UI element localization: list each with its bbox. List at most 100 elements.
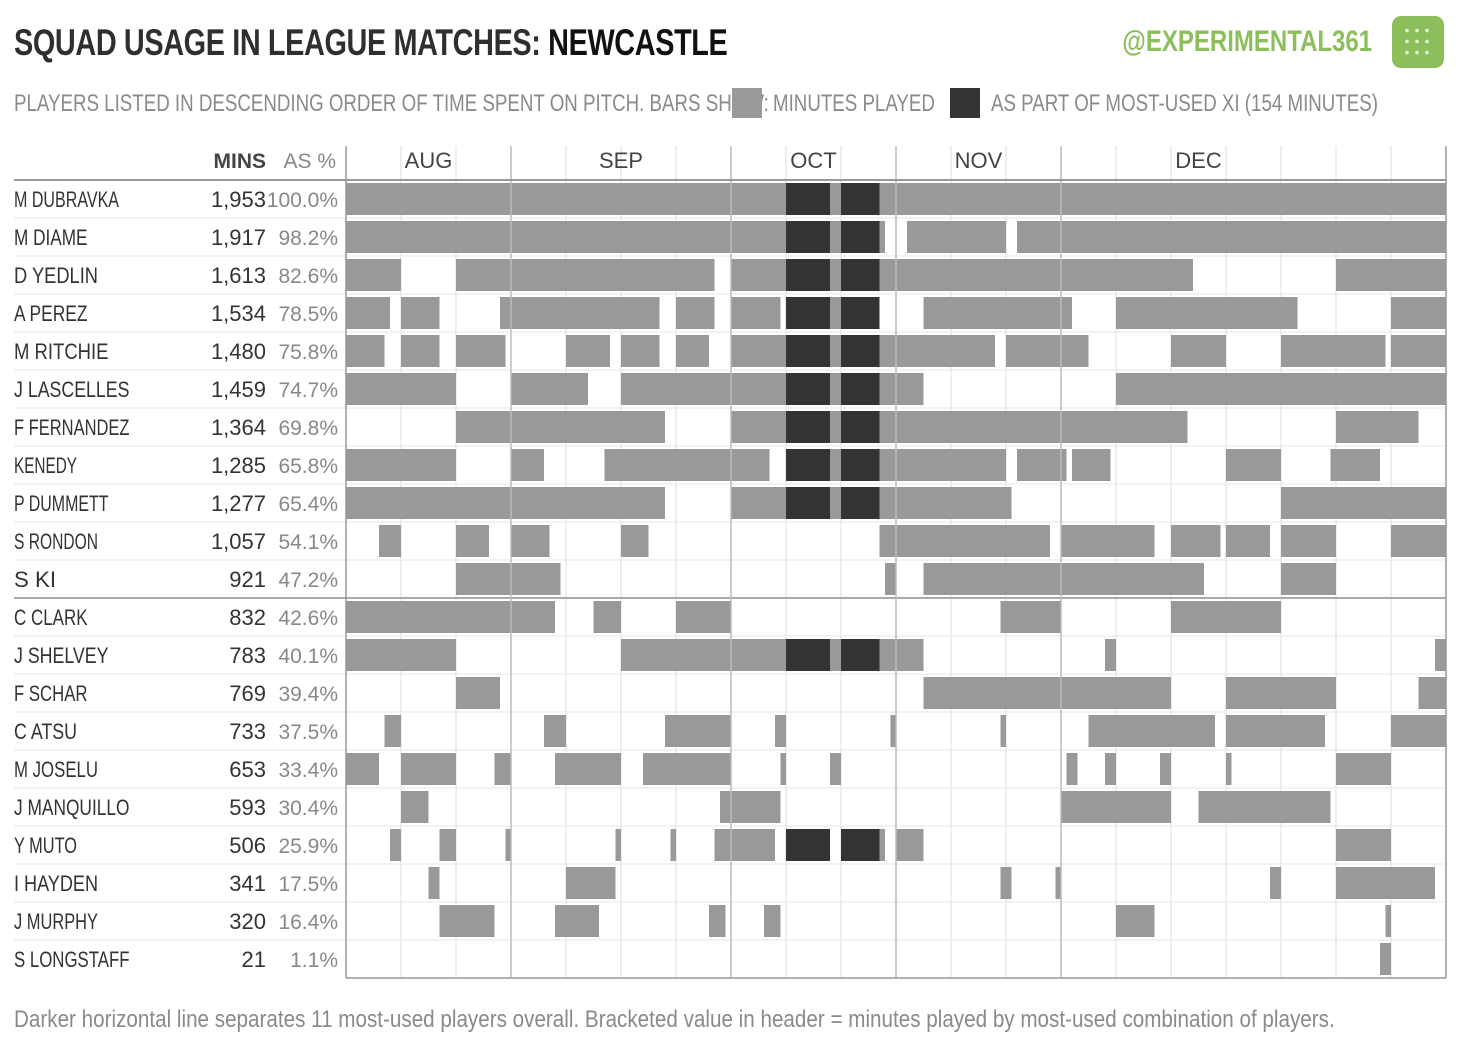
player-percent: 16.4% [278,911,338,934]
xi-bar [841,183,880,215]
player-percent: 65.8% [278,455,338,478]
minutes-bar [1270,867,1281,899]
xi-bar [786,221,830,253]
minutes-bar [401,297,440,329]
title-team: NEWCASTLE [548,22,728,63]
minutes-bar [1391,335,1446,367]
player-name: S KI [14,567,56,592]
player-percent: 30.4% [278,797,338,820]
player-name: A PEREZ [14,301,88,326]
minutes-bar [1435,639,1446,671]
minutes-bar [665,715,731,747]
xi-bar [786,487,830,519]
minutes-bar [1116,297,1298,329]
minutes-bar [879,829,885,861]
minutes-bar [764,905,781,937]
minutes-bar [775,715,786,747]
minutes-bar [346,601,555,633]
player-percent: 39.4% [278,683,338,706]
minutes-bar [720,791,781,823]
player-minutes: 1,534 [211,301,266,326]
player-minutes: 1,285 [211,453,266,478]
player-minutes: 506 [229,833,266,858]
legend-label-minutes: MINUTES PLAYED [773,90,935,117]
player-percent: 65.4% [278,493,338,516]
xi-bar [786,373,830,405]
player-minutes: 1,953 [211,187,266,212]
minutes-bar [923,563,1204,595]
player-minutes: 832 [229,605,266,630]
minutes-bar [1061,791,1171,823]
xi-bar [841,335,880,367]
xi-bar [786,259,830,291]
player-percent: 25.9% [278,835,338,858]
minutes-bar [676,297,715,329]
minutes-bar [1006,335,1089,367]
minutes-bar [1055,867,1061,899]
minutes-bar [505,829,511,861]
month-label: AUG [405,148,453,173]
month-label: NOV [955,148,1003,173]
minutes-bar [1226,677,1336,709]
player-name: Y MUTO [14,833,77,858]
player-name: P DUMMETT [14,491,109,516]
player-name: J LASCELLES [14,377,130,402]
minutes-bar [615,829,621,861]
minutes-bar [879,525,1050,557]
minutes-bar [456,335,506,367]
pitch-logo-icon [1392,16,1444,68]
player-minutes: 653 [229,757,266,782]
player-minutes: 341 [229,871,266,896]
minutes-bar [907,221,1006,253]
minutes-bar [1391,297,1446,329]
minutes-bar [346,753,379,785]
minutes-bar [1336,411,1419,443]
minutes-bar [896,829,924,861]
player-name: C ATSU [14,719,77,744]
minutes-bar [500,297,660,329]
minutes-bar [1336,829,1391,861]
minutes-bar [1385,905,1391,937]
column-header-mins: MINS [214,150,267,173]
minutes-bar [731,297,781,329]
minutes-bar [494,753,511,785]
player-name: F SCHAR [14,681,88,706]
player-minutes: 1,917 [211,225,266,250]
minutes-bar [439,905,495,937]
minutes-bar [401,335,440,367]
minutes-bar [346,335,385,367]
minutes-bar [1116,905,1155,937]
minutes-bar [1000,601,1061,633]
xi-bar [841,487,880,519]
page-title: SQUAD USAGE IN LEAGUE MATCHES: NEWCASTLE [14,18,728,68]
minutes-bar [555,753,621,785]
minutes-bar [890,715,896,747]
minutes-bar [511,525,550,557]
minutes-bar [1017,449,1067,481]
minutes-bar [923,677,1171,709]
minutes-bar [1226,449,1281,481]
minutes-bar [1281,525,1336,557]
player-percent: 37.5% [278,721,338,744]
minutes-bar [830,753,841,785]
xi-bar [786,449,830,481]
minutes-bar [780,753,786,785]
minutes-bar [1171,335,1226,367]
player-minutes: 1,364 [211,415,266,440]
minutes-bar [621,335,660,367]
minutes-bar [401,791,429,823]
player-name: C CLARK [14,605,88,630]
minutes-bar [1281,335,1386,367]
minutes-bar [456,563,561,595]
minutes-bar [555,905,599,937]
minutes-bar [604,449,770,481]
minutes-bar [1105,639,1116,671]
legend-swatch-minutes [732,88,762,118]
minutes-bar [1418,677,1446,709]
minutes-bar [401,753,456,785]
twitter-handle[interactable]: @EXPERIMENTAL361 [1122,25,1372,58]
player-name: M RITCHIE [14,339,109,364]
player-minutes: 1,459 [211,377,266,402]
xi-bar [786,335,830,367]
player-name: J MURPHY [14,909,98,934]
